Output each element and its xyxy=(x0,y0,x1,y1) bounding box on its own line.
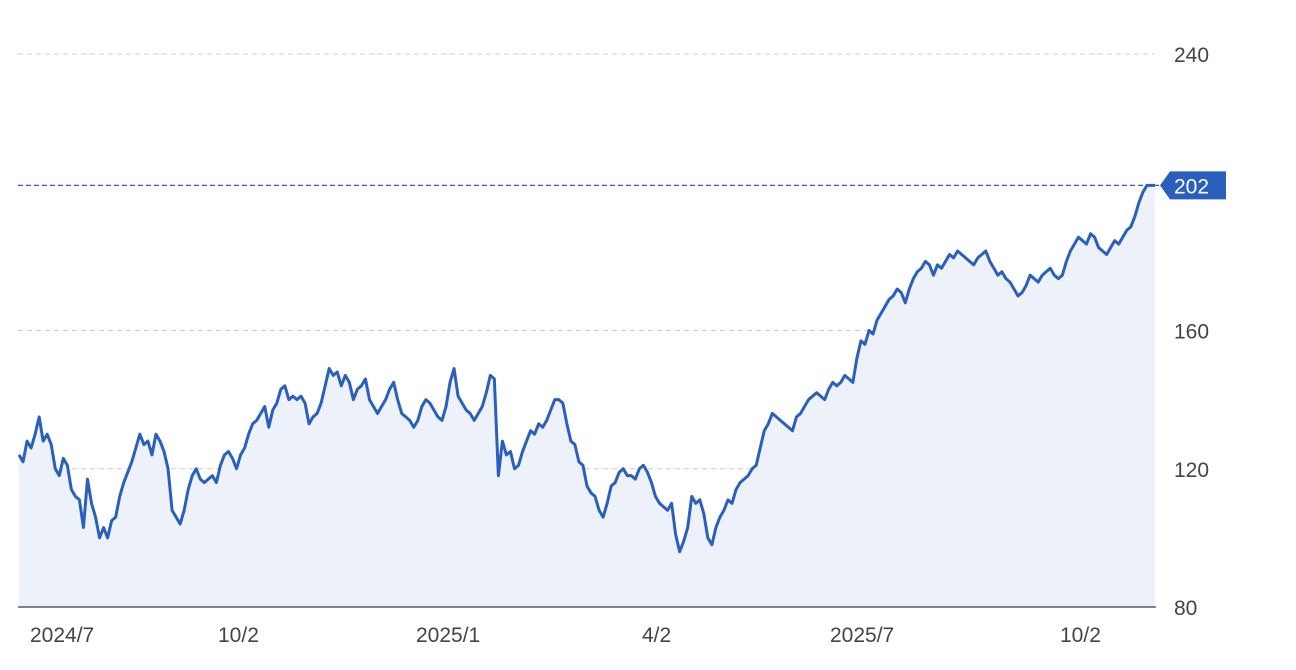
price-series-line xyxy=(17,183,1155,554)
y-axis-tick-labels: 80 120 160 240 xyxy=(1174,44,1209,620)
x-tick-label: 4/2 xyxy=(642,624,671,647)
y-tick-label: 80 xyxy=(1174,597,1197,620)
x-tick-label: 2025/7 xyxy=(830,624,894,647)
x-tick-label: 2025/1 xyxy=(416,624,480,647)
y-tick-label: 240 xyxy=(1174,44,1209,67)
y-tick-label: 120 xyxy=(1174,459,1209,482)
price-area-fill xyxy=(19,185,1155,607)
x-tick-label: 2024/7 xyxy=(30,624,94,647)
current-price-label: 202 xyxy=(1174,175,1209,198)
x-axis-tick-labels: 2024/7 10/2 2025/1 4/2 2025/7 10/2 xyxy=(30,624,1101,647)
current-price-badge-shape xyxy=(1160,171,1226,200)
x-tick-label: 10/2 xyxy=(218,624,259,647)
x-tick-label: 10/2 xyxy=(1060,624,1101,647)
y-tick-label: 160 xyxy=(1174,321,1209,344)
current-price-badge: 202 xyxy=(1160,171,1226,200)
